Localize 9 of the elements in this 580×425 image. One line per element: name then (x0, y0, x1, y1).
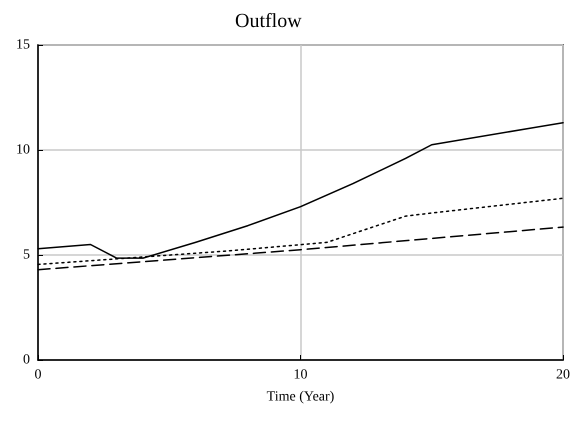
y-tick-label: 10 (16, 142, 30, 158)
x-tick-label: 20 (556, 368, 570, 382)
x-tick-label: 10 (294, 368, 308, 382)
x-axis-title: Time (Year) (266, 390, 335, 404)
x-tick-label: 0 (34, 368, 42, 382)
y-tick-label: 0 (23, 352, 30, 368)
chart-title: Outflow (235, 10, 302, 32)
y-tick-label: 15 (16, 38, 30, 52)
y-tick-label: 5 (23, 248, 30, 262)
